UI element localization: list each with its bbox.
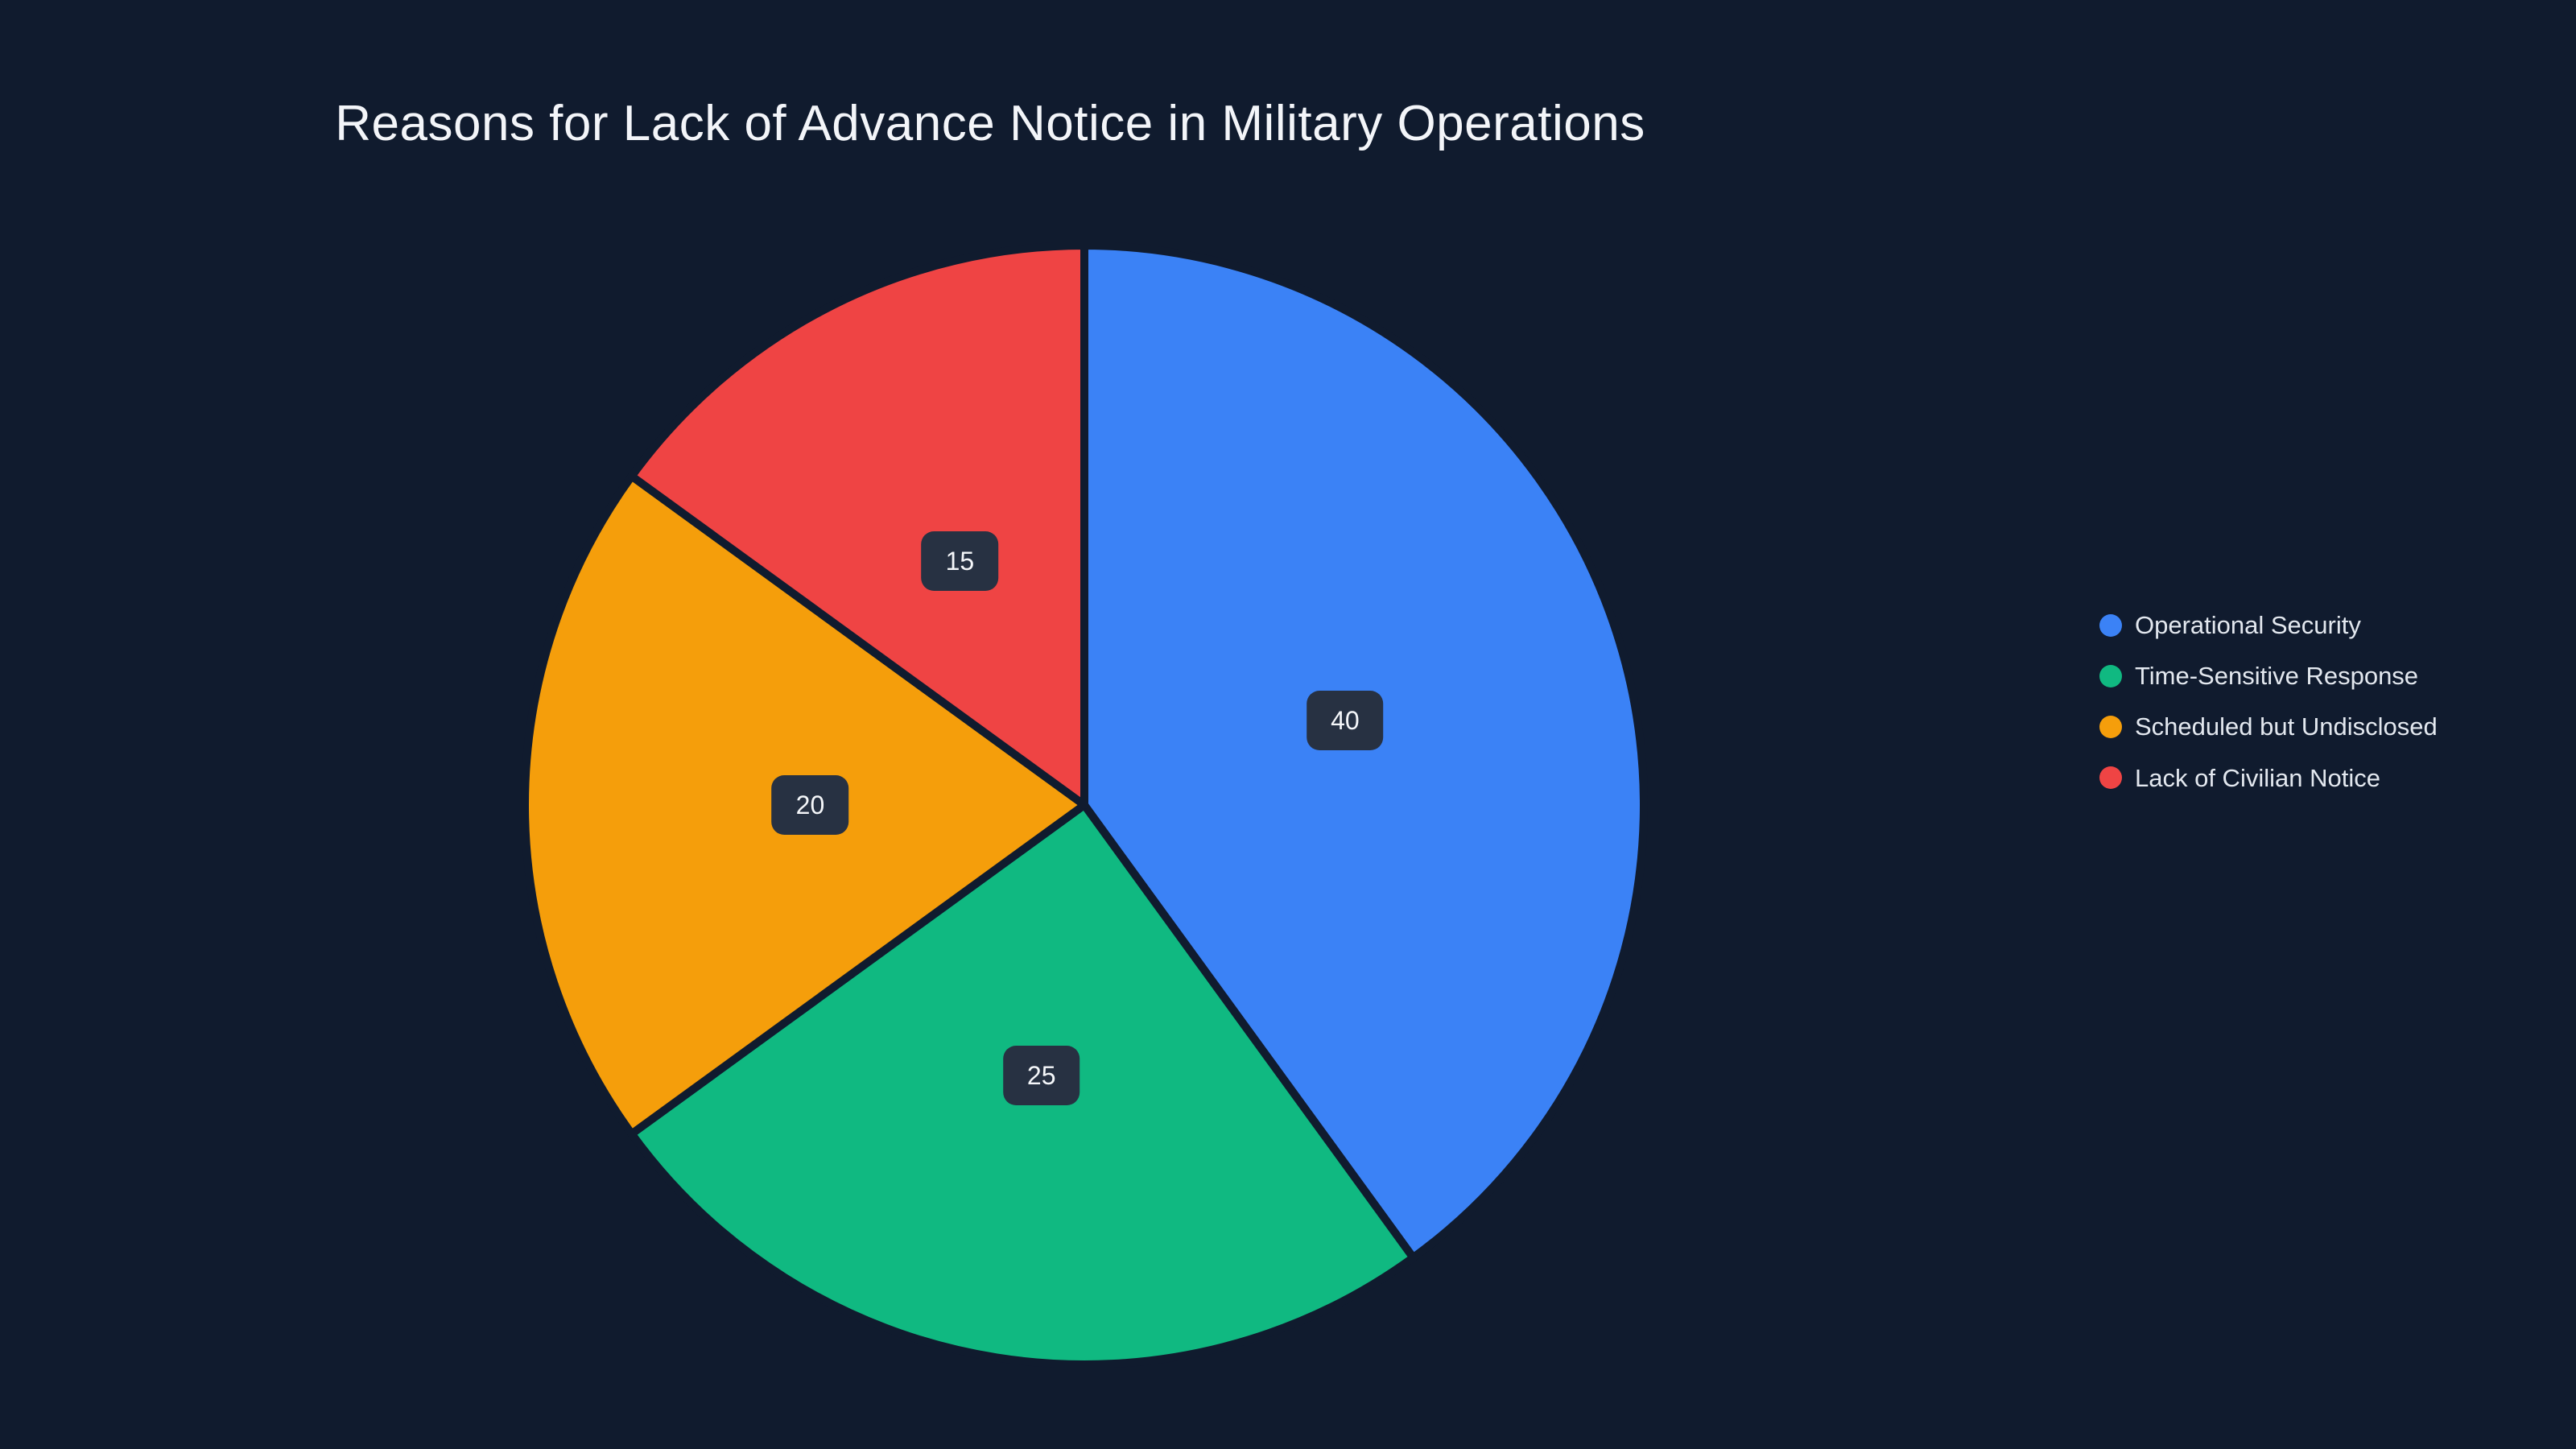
chart-title: Reasons for Lack of Advance Notice in Mi… [335,96,1645,151]
legend: Operational Security Time-Sensitive Respo… [2099,610,2438,793]
slice-value-label-3: 15 [921,530,999,591]
legend-item-label: Operational Security [2135,611,2361,639]
slice-value-label-0: 40 [1307,690,1384,750]
legend-swatch-icon [2099,664,2122,687]
legend-item-label: Scheduled but Undisclosed [2135,712,2438,741]
pie-slice-3[interactable] [627,242,1088,809]
legend-item-0[interactable]: Operational Security [2099,610,2438,640]
legend-swatch-icon [2099,715,2122,738]
legend-item-2[interactable]: Scheduled but Undisclosed [2099,712,2438,741]
legend-swatch-icon [2099,613,2122,637]
legend-swatch-icon [2099,766,2122,790]
slice-value-label-2: 20 [771,775,849,835]
legend-item-label: Lack of Civilian Notice [2135,763,2380,792]
pie-slice-0[interactable] [1080,242,1649,1262]
slice-value-label-1: 25 [1002,1046,1080,1106]
legend-item-1[interactable]: Time-Sensitive Response [2099,661,2438,691]
legend-item-3[interactable]: Lack of Civilian Notice [2099,763,2438,793]
legend-item-label: Time-Sensitive Response [2135,662,2419,691]
